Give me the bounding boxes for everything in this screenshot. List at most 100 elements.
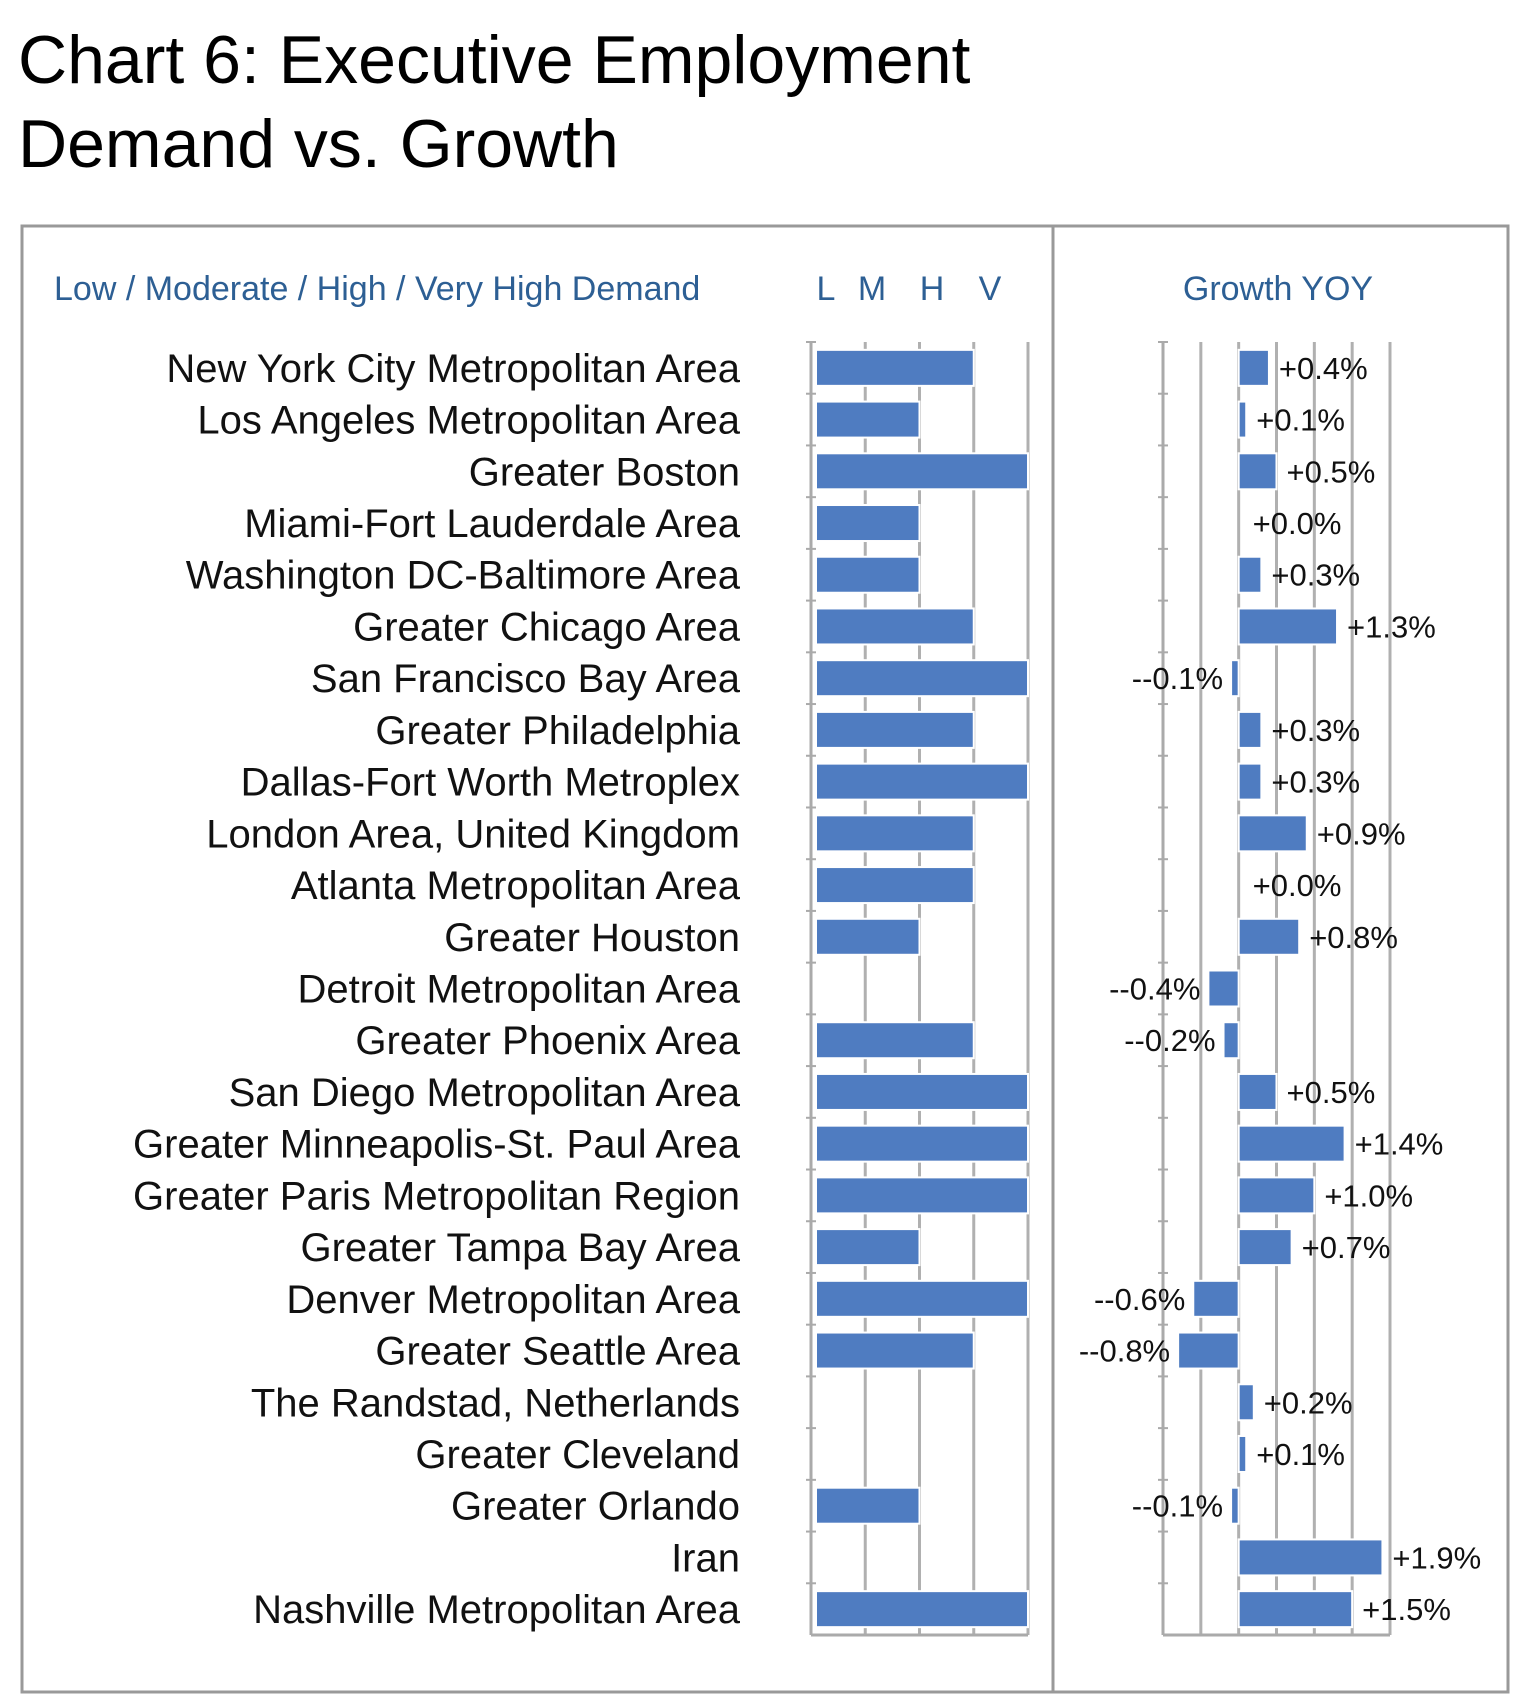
growth-bar [1222, 1021, 1240, 1060]
demand-bar [815, 1176, 1029, 1215]
growth-value-label: +0.7% [1302, 1230, 1391, 1265]
category-label: Greater Boston [469, 450, 740, 494]
growth-panel: +0.4% +0.1% +0.5% +0.0% +0.3% +1.3% --0.1% +0.3… [1079, 341, 1481, 1637]
demand-bar [815, 710, 975, 749]
category-label: New York City Metropolitan Area [166, 347, 740, 391]
demand-level-label: H [920, 270, 945, 308]
growth-value-label: +0.5% [1287, 454, 1376, 489]
growth-value-label: +0.4% [1279, 351, 1368, 386]
chart-title: Chart 6: Executive Employment Demand vs.… [18, 18, 1318, 186]
category-label: Washington DC-Baltimore Area [186, 554, 741, 598]
category-label: Iran [671, 1536, 740, 1580]
growth-value-label: +0.0% [1253, 506, 1342, 541]
growth-value-label: +1.3% [1347, 609, 1436, 644]
growth-bar [1207, 969, 1240, 1008]
category-label: Greater Chicago Area [353, 605, 741, 649]
demand-bar [815, 1331, 975, 1370]
growth-value-label: +0.8% [1309, 920, 1398, 955]
growth-value-label: +0.9% [1317, 816, 1406, 851]
growth-value-label: +1.5% [1362, 1592, 1451, 1627]
growth-value-label: +0.3% [1271, 713, 1360, 748]
growth-value-label: +1.9% [1392, 1540, 1481, 1575]
growth-bar [1237, 1434, 1248, 1473]
growth-value-label: --0.1% [1132, 1489, 1223, 1524]
category-label: The Randstad, Netherlands [251, 1381, 740, 1425]
category-label: Greater Philadelphia [375, 709, 740, 753]
category-label: Dallas-Fort Worth Metroplex [241, 761, 740, 805]
demand-bar [815, 1228, 921, 1267]
growth-value-label: --0.8% [1079, 1334, 1170, 1369]
growth-panel-header: Growth YOY [1183, 270, 1373, 308]
growth-bar [1237, 710, 1263, 749]
category-label: Miami-Fort Lauderdale Area [244, 502, 741, 546]
category-label: San Francisco Bay Area [311, 657, 741, 701]
demand-panel-header: Low / Moderate / High / Very High Demand [54, 270, 700, 308]
category-label: San Diego Metropolitan Area [229, 1071, 741, 1115]
growth-value-label: --0.4% [1109, 972, 1200, 1007]
growth-bar [1237, 762, 1263, 801]
demand-bar [815, 762, 1029, 801]
growth-bar [1237, 400, 1248, 439]
category-label: Greater Minneapolis-St. Paul Area [133, 1123, 741, 1167]
category-label: Greater Seattle Area [375, 1330, 740, 1374]
category-label: Nashville Metropolitan Area [253, 1588, 741, 1632]
growth-value-label: +0.1% [1256, 403, 1345, 438]
demand-bar [815, 1279, 1029, 1318]
category-label: Greater Paris Metropolitan Region [133, 1174, 740, 1218]
growth-value-label: +0.5% [1287, 1075, 1376, 1110]
demand-bar [815, 1590, 1029, 1629]
growth-bar [1237, 1538, 1384, 1577]
category-label: Greater Tampa Bay Area [301, 1226, 741, 1270]
demand-bar [815, 607, 975, 646]
demand-bar [815, 659, 1029, 698]
growth-value-label: --0.1% [1132, 661, 1223, 696]
demand-panel: L M H V New York City Metropolitan Area Los A… [133, 270, 1030, 1637]
growth-bar [1237, 814, 1308, 853]
demand-bar [815, 348, 975, 387]
category-label: Greater Houston [444, 916, 740, 960]
growth-value-label: --0.6% [1094, 1282, 1185, 1317]
demand-bar [815, 400, 921, 439]
demand-bar [815, 1021, 975, 1060]
category-label: Greater Phoenix Area [355, 1019, 740, 1063]
demand-level-label: M [858, 270, 886, 308]
category-label: Detroit Metropolitan Area [298, 968, 741, 1012]
demand-level-label: V [979, 270, 1002, 308]
growth-bar [1230, 659, 1240, 698]
demand-bar [815, 555, 921, 594]
category-label: Greater Orlando [451, 1485, 740, 1529]
growth-bar [1237, 1590, 1354, 1629]
category-label: Denver Metropolitan Area [286, 1278, 740, 1322]
category-label: Los Angeles Metropolitan Area [197, 399, 740, 443]
growth-bar [1237, 1072, 1278, 1111]
growth-bar [1192, 1279, 1240, 1318]
demand-bar [815, 866, 975, 905]
demand-bar [815, 1072, 1029, 1111]
growth-value-label: +0.2% [1264, 1385, 1353, 1420]
demand-bar [815, 1486, 921, 1525]
growth-value-label: +0.3% [1271, 558, 1360, 593]
demand-bar [815, 917, 921, 956]
category-label: London Area, United Kingdom [206, 812, 740, 856]
demand-bar [815, 504, 921, 543]
growth-value-label: --0.2% [1124, 1023, 1215, 1058]
demand-bar [815, 452, 1029, 491]
growth-bar [1237, 1383, 1255, 1422]
demand-level-label: L [817, 270, 836, 308]
growth-bar [1237, 452, 1278, 491]
growth-bar [1237, 1124, 1346, 1163]
chart-title-line-1: Chart 6: Executive Employment [18, 22, 971, 98]
growth-bar [1230, 1486, 1240, 1525]
growth-bar [1237, 555, 1263, 594]
growth-value-label: +0.0% [1253, 868, 1342, 903]
category-label: Atlanta Metropolitan Area [291, 864, 741, 908]
growth-value-label: +0.1% [1256, 1437, 1345, 1472]
growth-value-label: +1.0% [1324, 1178, 1413, 1213]
growth-bar [1237, 348, 1270, 387]
growth-bar [1177, 1331, 1240, 1370]
category-label: Greater Cleveland [415, 1433, 740, 1477]
growth-value-label: +1.4% [1355, 1127, 1444, 1162]
growth-bar [1237, 917, 1301, 956]
chart-border [20, 224, 1510, 1694]
